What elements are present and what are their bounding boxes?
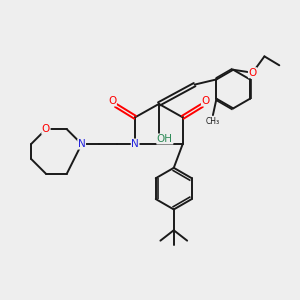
Text: N: N <box>131 139 139 149</box>
Text: O: O <box>108 96 116 106</box>
Text: O: O <box>202 96 210 106</box>
Text: O: O <box>248 68 257 78</box>
Text: OH: OH <box>157 134 173 144</box>
Text: O: O <box>42 124 50 134</box>
Text: N: N <box>78 139 86 149</box>
Text: CH₃: CH₃ <box>206 117 220 126</box>
